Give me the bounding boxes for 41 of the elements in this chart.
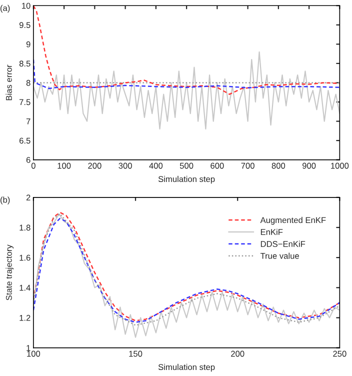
text: (b) [0,196,10,204]
legend-label: DDS−EnKiF [260,240,306,247]
x-tick-label: 200 [231,350,244,357]
legend-label: EnKiF [260,228,283,235]
x-axis-title: Simulation step [158,176,215,184]
y-tick-label: 8 [26,80,30,86]
x-tick-label: 500 [180,162,194,169]
y-axis-title: State trajectory [6,244,14,300]
x-tick-label: 250 [333,350,346,357]
x-tick-label: 0 [31,162,36,169]
y-tick-label: 9 [26,41,30,48]
x-tick-label: 150 [129,350,142,357]
x-tick-label: 200 [88,162,102,169]
x-tick-label: 700 [241,162,254,169]
x-tick-label: 800 [272,162,286,169]
y-tick-label: 10 [22,2,30,9]
y-tick-label: 7 [26,118,30,124]
y-tick-label: 2 [26,194,30,200]
line-series [33,51,340,130]
y-tick-label: 1.2 [20,314,30,321]
x-tick-label: 1000 [331,162,349,169]
x-tick-label: 100 [27,350,40,357]
x-tick-label: 600 [210,162,224,169]
legend-label: Augmented EnKF [260,216,326,225]
y-tick-label: 8.5 [19,60,30,67]
x-tick-label: 100 [58,162,71,169]
y-tick-label: 6 [26,157,30,163]
x-axis-title: Simulation step [158,364,215,372]
y-tick-label: 9.5 [19,22,30,28]
text: (a) [0,4,10,13]
y-tick-label: 1.6 [20,254,30,261]
y-tick-label: 1.8 [20,224,30,231]
y-tick-label: 1 [26,345,30,351]
x-tick-label: 900 [302,162,316,169]
x-tick-label: 300 [118,162,132,169]
y-tick-label: 6.5 [20,138,30,144]
y-tick-label: 7.5 [20,99,30,106]
legend-label: True value [260,252,299,259]
y-axis-title: Bias error [6,64,12,100]
y-tick-label: 1.4 [20,284,30,291]
x-tick-label: 400 [149,162,163,169]
